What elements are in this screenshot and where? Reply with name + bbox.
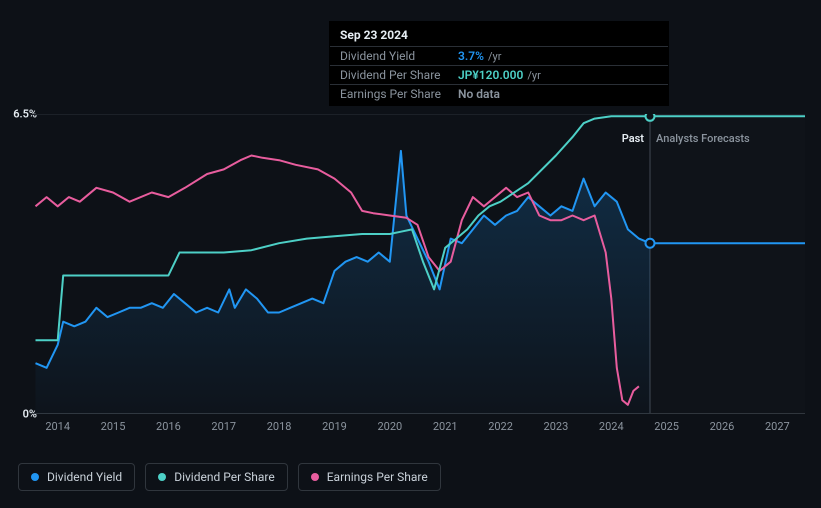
tooltip-date: Sep 23 2024	[330, 24, 668, 46]
legend-label: Dividend Yield	[47, 470, 122, 484]
x-tick: 2014	[30, 420, 85, 433]
x-tick: 2027	[750, 420, 805, 433]
x-tick: 2022	[473, 420, 528, 433]
x-tick: 2025	[639, 420, 694, 433]
x-tick: 2021	[418, 420, 473, 433]
x-axis: 2014201520162017201820192020202120222023…	[30, 420, 805, 433]
x-tick: 2024	[584, 420, 639, 433]
legend-item[interactable]: Dividend Per Share	[145, 463, 288, 491]
x-tick: 2017	[196, 420, 251, 433]
legend-dot	[311, 473, 319, 481]
svg-text:Past: Past	[622, 132, 645, 145]
svg-text:Analysts Forecasts: Analysts Forecasts	[656, 132, 750, 145]
x-tick: 2018	[251, 420, 306, 433]
tooltip-row: Earnings Per ShareNo data	[330, 84, 668, 103]
chart-tooltip: Sep 23 2024 Dividend Yield3.7%/yrDividen…	[329, 21, 669, 106]
x-tick: 2026	[694, 420, 749, 433]
x-tick: 2019	[307, 420, 362, 433]
tooltip-row-label: Dividend Yield	[340, 49, 458, 63]
tooltip-row: Dividend Yield3.7%/yr	[330, 46, 668, 65]
tooltip-row: Dividend Per ShareJP¥120.000/yr	[330, 65, 668, 84]
dividend-chart: 6.5% 0% PastAnalysts Forecasts 201420152…	[0, 0, 821, 508]
tooltip-row-value: JP¥120.000	[458, 68, 523, 82]
x-tick: 2016	[141, 420, 196, 433]
x-tick: 2023	[528, 420, 583, 433]
plot-area[interactable]: Past Analysts Forecasts	[30, 114, 805, 414]
legend-item[interactable]: Earnings Per Share	[298, 463, 441, 491]
x-tick: 2020	[362, 420, 417, 433]
tooltip-row-label: Earnings Per Share	[340, 87, 458, 101]
tooltip-row-value: 3.7%	[458, 49, 484, 63]
chart-svg: Past Analysts Forecasts	[30, 114, 805, 414]
x-tick: 2015	[85, 420, 140, 433]
legend-dot	[158, 473, 166, 481]
legend-label: Earnings Per Share	[327, 470, 428, 484]
tooltip-row-label: Dividend Per Share	[340, 68, 458, 82]
legend-label: Dividend Per Share	[174, 470, 275, 484]
legend: Dividend Yield Dividend Per Share Earnings…	[18, 463, 441, 491]
legend-item[interactable]: Dividend Yield	[18, 463, 135, 491]
legend-dot	[31, 473, 39, 481]
tooltip-row-value: No data	[458, 87, 500, 101]
